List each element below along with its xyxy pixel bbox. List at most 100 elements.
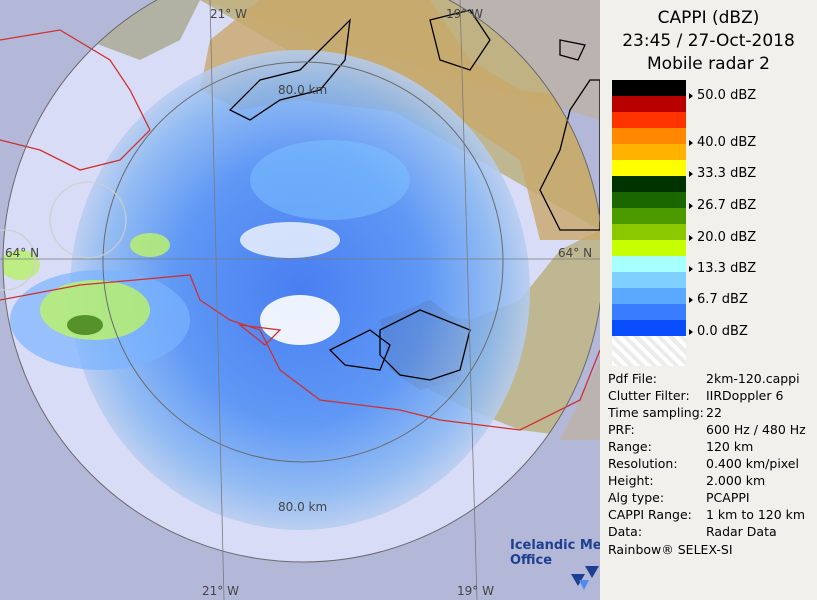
logo-text-line2: Office bbox=[510, 553, 553, 568]
info-value: 2.000 km bbox=[706, 473, 766, 488]
scale-tick-text: 26.7 dBZ bbox=[697, 198, 757, 213]
imo-logo: Icelandic Met Office bbox=[510, 538, 600, 594]
info-row: CAPPI Range: 1 km to 120 km bbox=[608, 506, 813, 523]
info-key: Data: bbox=[608, 524, 643, 539]
scale-tick-label: 20.0 dBZ bbox=[689, 230, 756, 245]
color-swatch bbox=[612, 160, 686, 176]
tick-marker-icon bbox=[689, 265, 693, 272]
tick-marker-icon bbox=[689, 234, 693, 241]
lon-label-top-21w: 21° W bbox=[210, 7, 247, 21]
footer-credit: Rainbow® SELEX-SI bbox=[608, 542, 733, 557]
tick-marker-icon bbox=[689, 139, 693, 146]
info-key: Clutter Filter: bbox=[608, 388, 690, 403]
info-row: PRF: 600 Hz / 480 Hz bbox=[608, 421, 813, 438]
info-row: Resolution: 0.400 km/pixel bbox=[608, 455, 813, 472]
radar-map-canvas bbox=[0, 0, 600, 600]
lon-label-top-19w: 19° W bbox=[446, 7, 483, 21]
color-swatch bbox=[612, 80, 686, 96]
color-swatch bbox=[612, 176, 686, 192]
info-value: PCAPPI bbox=[706, 490, 750, 505]
info-value: 1 km to 120 km bbox=[706, 507, 806, 522]
scale-tick-label: 6.7 dBZ bbox=[689, 292, 748, 307]
info-value: Radar Data bbox=[706, 524, 777, 539]
color-swatch bbox=[612, 208, 686, 224]
info-key: Time sampling: bbox=[608, 405, 704, 420]
info-key: Resolution: bbox=[608, 456, 678, 471]
no-echo-patch-2 bbox=[240, 222, 340, 258]
scale-tick-text: 40.0 dBZ bbox=[697, 135, 757, 150]
info-value: 120 km bbox=[706, 439, 754, 454]
info-key: PRF: bbox=[608, 422, 635, 437]
color-swatch bbox=[612, 320, 686, 336]
lat-label-east-64n: 64° N bbox=[558, 246, 593, 260]
info-row: Alg type: PCAPPI bbox=[608, 489, 813, 506]
info-row: Clutter Filter: IIRDoppler 6 bbox=[608, 387, 813, 404]
scale-tick-text: 6.7 dBZ bbox=[697, 292, 748, 307]
scale-tick-label: 0.0 dBZ bbox=[689, 324, 748, 339]
info-value: IIRDoppler 6 bbox=[706, 388, 784, 403]
color-swatch bbox=[612, 240, 686, 256]
radar-map: 21° W 19° W 21° W 19° W 64° N 64° N 80.0… bbox=[0, 0, 600, 600]
color-swatch bbox=[612, 288, 686, 304]
scale-tick-text: 0.0 dBZ bbox=[697, 324, 748, 339]
color-swatch bbox=[612, 192, 686, 208]
info-key: Pdf File: bbox=[608, 371, 657, 386]
legend-panel: CAPPI (dBZ) 23:45 / 27-Oct-2018 Mobile r… bbox=[600, 0, 817, 600]
scale-tick-label: 50.0 dBZ bbox=[689, 88, 756, 103]
precipitation-layer bbox=[3, 50, 530, 530]
tick-marker-icon bbox=[689, 170, 693, 177]
range-rings bbox=[2, 0, 600, 563]
precip-northwest-cell bbox=[130, 233, 170, 257]
scale-tick-label: 40.0 dBZ bbox=[689, 135, 756, 150]
scale-tick-text: 20.0 dBZ bbox=[697, 230, 757, 245]
tick-marker-icon bbox=[689, 328, 693, 335]
info-table: Pdf File: 2km-120.cappi Clutter Filter: IIR… bbox=[608, 370, 813, 540]
boundary-lines bbox=[0, 29, 600, 431]
info-row: Range: 120 km bbox=[608, 438, 813, 455]
color-swatch bbox=[612, 112, 686, 128]
info-key: CAPPI Range: bbox=[608, 507, 692, 522]
tick-marker-icon bbox=[689, 202, 693, 209]
info-key: Alg type: bbox=[608, 490, 665, 505]
graticule bbox=[0, 0, 600, 600]
lon-label-bottom-21w: 21° W bbox=[202, 584, 239, 598]
info-key: Range: bbox=[608, 439, 652, 454]
precip-far-west-cell bbox=[3, 250, 40, 280]
color-swatch bbox=[612, 224, 686, 240]
scale-tick-text: 13.3 dBZ bbox=[697, 261, 757, 276]
scale-tick-text: 50.0 dBZ bbox=[697, 88, 757, 103]
color-swatch bbox=[612, 336, 686, 366]
info-row: Pdf File: 2km-120.cappi bbox=[608, 370, 813, 387]
no-echo-patch bbox=[260, 295, 340, 345]
logo-text-line1: Icelandic Met bbox=[510, 538, 600, 553]
radar-title: Mobile radar 2 bbox=[647, 54, 770, 74]
coastlines bbox=[228, 9, 600, 381]
range-label-south: 80.0 km bbox=[278, 500, 328, 514]
color-swatch bbox=[612, 144, 686, 160]
info-row: Data: Radar Data bbox=[608, 523, 813, 540]
color-swatch bbox=[612, 272, 686, 288]
scale-tick-text: 33.3 dBZ bbox=[697, 166, 757, 181]
precip-main-band bbox=[70, 50, 530, 530]
info-value: 600 Hz / 480 Hz bbox=[706, 422, 806, 437]
info-value: 22 bbox=[706, 405, 722, 420]
color-swatch bbox=[612, 304, 686, 320]
range-label-north: 80.0 km bbox=[278, 83, 328, 97]
tick-marker-icon bbox=[689, 296, 693, 303]
color-swatch bbox=[612, 128, 686, 144]
logo-mark-icon bbox=[571, 566, 599, 590]
info-value: 2km-120.cappi bbox=[706, 371, 800, 386]
info-row: Time sampling: 22 bbox=[608, 404, 813, 421]
color-swatch bbox=[612, 256, 686, 272]
lat-label-west-64n: 64° N bbox=[5, 246, 40, 260]
tick-marker-icon bbox=[689, 92, 693, 99]
info-value: 0.400 km/pixel bbox=[706, 456, 799, 471]
precip-light-north bbox=[250, 140, 410, 220]
product-title: CAPPI (dBZ) bbox=[657, 8, 760, 28]
datetime-title: 23:45 / 27-Oct-2018 bbox=[622, 31, 795, 51]
lon-label-bottom-19w: 19° W bbox=[457, 584, 494, 598]
info-row: Height: 2.000 km bbox=[608, 472, 813, 489]
scale-tick-label: 26.7 dBZ bbox=[689, 198, 756, 213]
precip-west-core bbox=[67, 315, 103, 335]
site-markers bbox=[0, 181, 127, 291]
